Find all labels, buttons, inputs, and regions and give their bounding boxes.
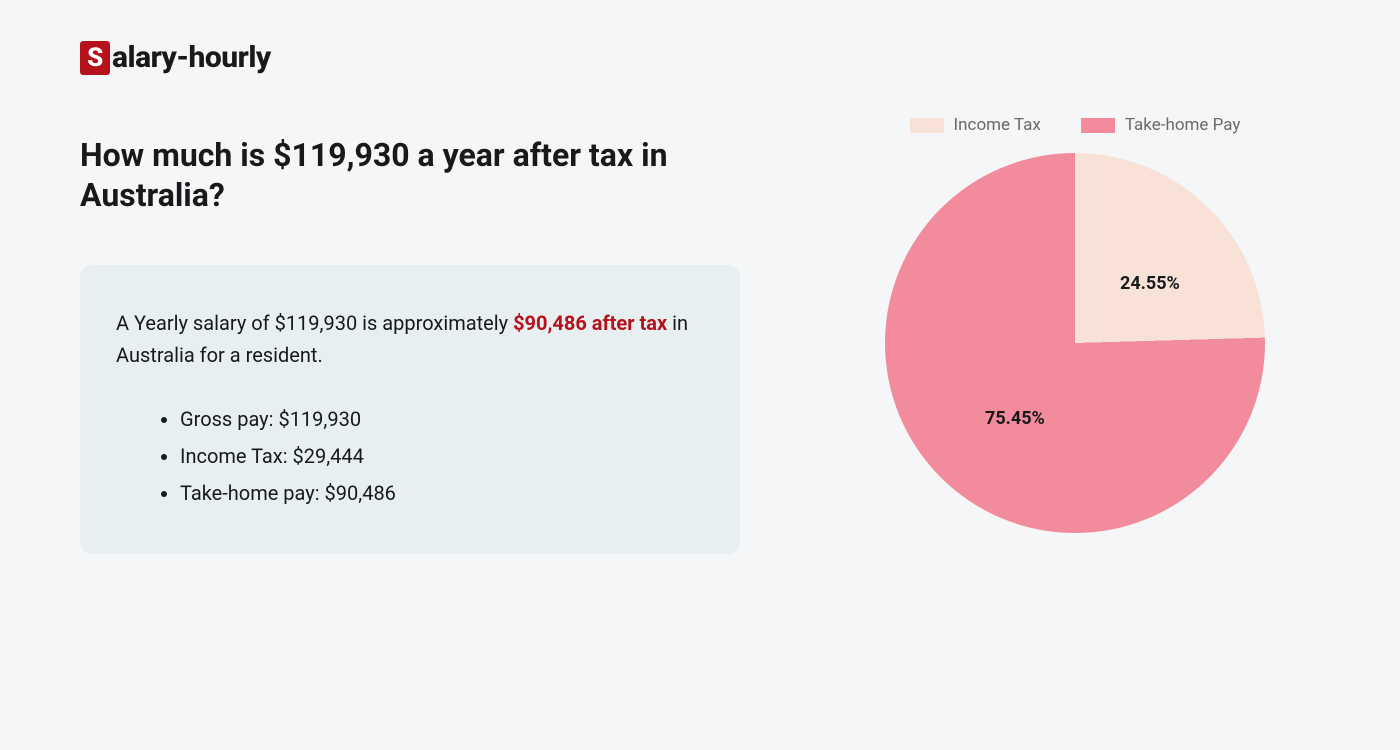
pie-circle	[885, 153, 1265, 533]
chart-legend: Income Tax Take-home Pay	[910, 115, 1241, 135]
main-content: How much is $119,930 a year after tax in…	[80, 135, 1320, 554]
summary-prefix: A Yearly salary of $119,930 is approxima…	[116, 311, 513, 335]
list-item: Gross pay: $119,930	[180, 401, 704, 438]
legend-item-take-home: Take-home Pay	[1081, 115, 1241, 135]
list-item: Income Tax: $29,444	[180, 438, 704, 475]
logo-initial: S	[80, 41, 110, 75]
slice-label-income-tax: 24.55%	[1120, 273, 1180, 294]
legend-swatch	[910, 118, 944, 133]
legend-label: Take-home Pay	[1125, 115, 1241, 135]
legend-swatch	[1081, 118, 1115, 133]
chart-column: Income Tax Take-home Pay 24.55% 75.45%	[860, 115, 1290, 533]
summary-highlight: $90,486 after tax	[513, 311, 667, 335]
site-logo: Salary-hourly	[80, 40, 1320, 75]
pie-chart: 24.55% 75.45%	[885, 153, 1265, 533]
breakdown-list: Gross pay: $119,930 Income Tax: $29,444 …	[116, 401, 704, 512]
left-column: How much is $119,930 a year after tax in…	[80, 135, 740, 554]
summary-card: A Yearly salary of $119,930 is approxima…	[80, 265, 740, 554]
slice-label-take-home: 75.45%	[985, 408, 1045, 429]
page-title: How much is $119,930 a year after tax in…	[80, 135, 740, 215]
list-item: Take-home pay: $90,486	[180, 475, 704, 512]
summary-text: A Yearly salary of $119,930 is approxima…	[116, 307, 704, 371]
logo-text: alary-hourly	[112, 40, 271, 75]
legend-label: Income Tax	[954, 115, 1041, 135]
legend-item-income-tax: Income Tax	[910, 115, 1041, 135]
